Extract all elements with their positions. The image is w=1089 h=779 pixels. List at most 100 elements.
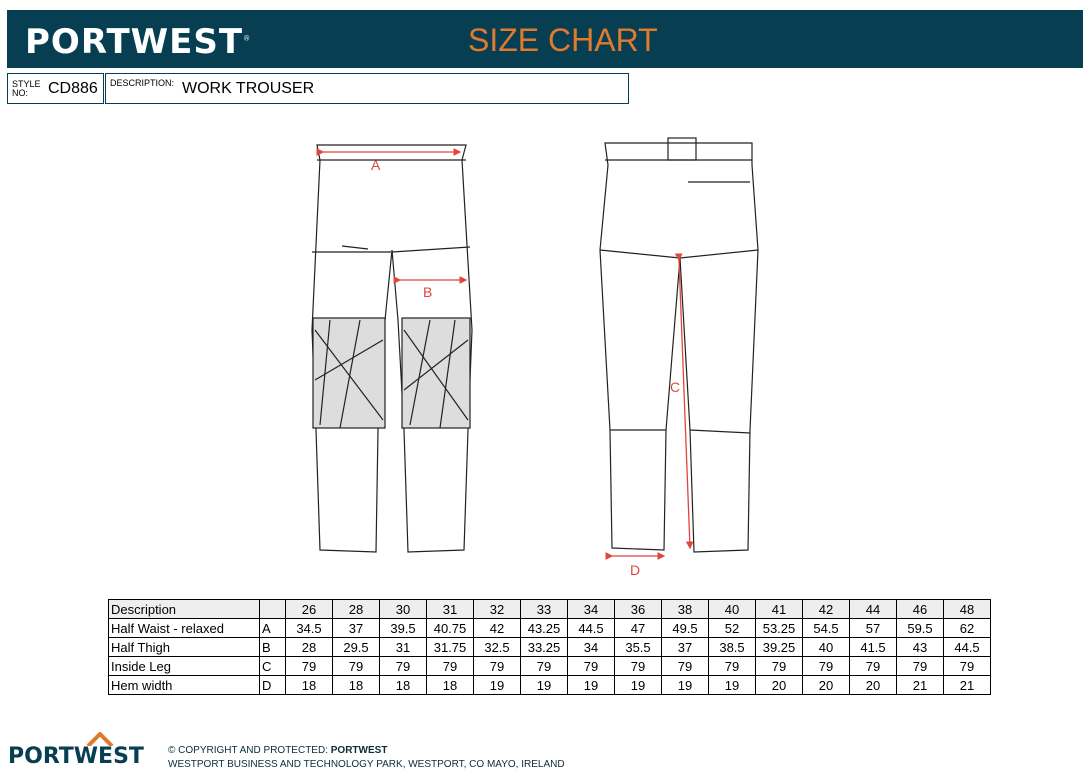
size-cell: 79 <box>849 656 897 676</box>
measure-letter: B <box>259 637 286 657</box>
size-cell: 54.5 <box>802 618 850 638</box>
description-value: WORK TROUSER <box>182 80 315 97</box>
copyright-line: © COPYRIGHT AND PROTECTED: PORTWEST <box>168 745 388 756</box>
size-cell: 44.5 <box>567 618 615 638</box>
measure-letter: A <box>259 618 286 638</box>
size-cell: 28 <box>332 599 380 619</box>
size-cell: 31 <box>426 599 474 619</box>
size-cell: 21 <box>896 675 944 695</box>
header-bar: PORTWEST® SIZE CHART <box>7 10 1083 68</box>
size-cell: 19 <box>567 675 615 695</box>
row-label: Inside Leg <box>108 656 260 676</box>
size-cell: 79 <box>520 656 568 676</box>
size-cell: 31.75 <box>426 637 474 657</box>
label-a: A <box>371 157 381 173</box>
size-cell: 18 <box>332 675 380 695</box>
size-cell: 39.5 <box>379 618 427 638</box>
row-label: Half Thigh <box>108 637 260 657</box>
portwest-logo: PORTWEST® <box>25 22 252 62</box>
size-cell: 79 <box>661 656 709 676</box>
size-cell: 19 <box>520 675 568 695</box>
size-cell: 18 <box>426 675 474 695</box>
size-cell: 40 <box>802 637 850 657</box>
size-cell: 42 <box>802 599 850 619</box>
table-header-row: Description 26 28 30 31 32 33 34 36 38 40 41 42 44 46 4… <box>108 599 991 619</box>
size-table: Description 26 28 30 31 32 33 34 36 38 40 41 42 44 46 4… <box>108 599 991 695</box>
address-line: WESTPORT BUSINESS AND TECHNOLOGY PARK, W… <box>168 759 565 770</box>
description-label: DESCRIPTION: <box>110 78 175 88</box>
measure-letter <box>259 599 286 619</box>
table-row: Inside Leg C 79 79 79 79 79 79 79 79 79 79 79 79 79 79 7… <box>108 656 991 676</box>
size-cell: 41.5 <box>849 637 897 657</box>
size-cell: 40 <box>708 599 756 619</box>
trouser-diagram: A B C D <box>311 137 759 578</box>
size-cell: 35.5 <box>614 637 662 657</box>
measure-letter: C <box>259 656 286 676</box>
table-row: Hem width D 18 18 18 18 19 19 19 19 19 19 20 20 20 21 21 <box>108 675 991 695</box>
size-cell: 44 <box>849 599 897 619</box>
size-cell: 43 <box>896 637 944 657</box>
back-view <box>599 137 759 553</box>
page-title: SIZE CHART <box>468 22 658 58</box>
size-cell: 41 <box>755 599 803 619</box>
size-cell: 49.5 <box>661 618 709 638</box>
size-cell: 31 <box>379 637 427 657</box>
size-cell: 44.5 <box>943 637 991 657</box>
size-cell: 34 <box>567 637 615 657</box>
size-cell: 79 <box>426 656 474 676</box>
size-cell: 20 <box>802 675 850 695</box>
size-cell: 34.5 <box>285 618 333 638</box>
table-row: Half Thigh B 28 29.5 31 31.75 32.5 33.25 34 35.5 3… <box>108 637 991 657</box>
size-cell: 18 <box>285 675 333 695</box>
size-cell: 79 <box>943 656 991 676</box>
label-c: C <box>670 379 680 395</box>
row-label: Description <box>108 599 260 619</box>
size-cell: 53.25 <box>755 618 803 638</box>
size-cell: 26 <box>285 599 333 619</box>
label-d: D <box>630 562 640 578</box>
label-b: B <box>423 284 432 300</box>
measurement-arrows <box>316 148 694 560</box>
size-cell: 79 <box>567 656 615 676</box>
size-cell: 47 <box>614 618 662 638</box>
size-cell: 46 <box>896 599 944 619</box>
size-cell: 43.25 <box>520 618 568 638</box>
size-cell: 34 <box>567 599 615 619</box>
size-cell: 79 <box>614 656 662 676</box>
size-cell: 52 <box>708 618 756 638</box>
size-cell: 79 <box>896 656 944 676</box>
size-cell: 62 <box>943 618 991 638</box>
size-cell: 33 <box>520 599 568 619</box>
front-view <box>311 144 473 553</box>
row-label: Half Waist - relaxed <box>108 618 260 638</box>
size-cell: 79 <box>379 656 427 676</box>
size-cell: 36 <box>614 599 662 619</box>
size-cell: 79 <box>285 656 333 676</box>
size-cell: 40.75 <box>426 618 474 638</box>
size-cell: 19 <box>473 675 521 695</box>
size-cell: 32.5 <box>473 637 521 657</box>
description-box: DESCRIPTION: WORK TROUSER <box>105 73 629 104</box>
size-cell: 79 <box>755 656 803 676</box>
size-cell: 57 <box>849 618 897 638</box>
size-cell: 28 <box>285 637 333 657</box>
style-label: STYLE NO: <box>12 79 41 98</box>
size-cell: 32 <box>473 599 521 619</box>
footer-logo: PORTWEST <box>8 732 144 769</box>
size-cell: 29.5 <box>332 637 380 657</box>
portwest-peak-icon <box>86 732 114 746</box>
style-value: CD886 <box>48 80 98 97</box>
size-cell: 33.25 <box>520 637 568 657</box>
size-cell: 18 <box>379 675 427 695</box>
size-cell: 79 <box>802 656 850 676</box>
table-row: Half Waist - relaxed A 34.5 37 39.5 40.75 42 43… <box>108 618 991 638</box>
measure-letter: D <box>259 675 286 695</box>
footer-text: © COPYRIGHT AND PROTECTED: PORTWEST WEST… <box>168 744 565 772</box>
size-cell: 30 <box>379 599 427 619</box>
size-cell: 38 <box>661 599 709 619</box>
style-no-box: STYLE NO: CD886 <box>7 73 104 104</box>
size-cell: 38.5 <box>708 637 756 657</box>
size-cell: 20 <box>849 675 897 695</box>
size-cell: 79 <box>708 656 756 676</box>
size-cell: 37 <box>332 618 380 638</box>
